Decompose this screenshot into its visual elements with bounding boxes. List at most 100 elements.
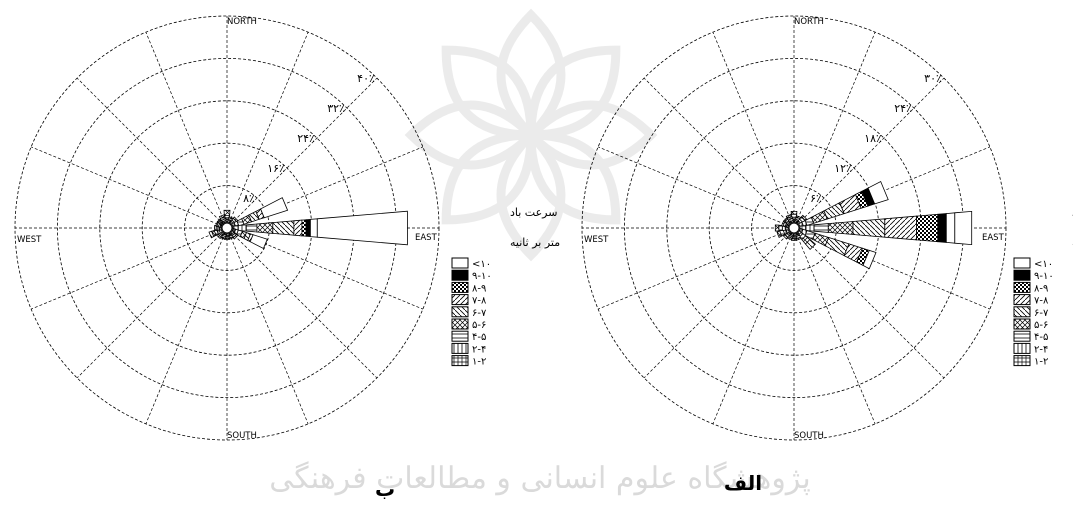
legend-label: ۱-۲ <box>1034 357 1048 368</box>
calm-circle <box>788 222 800 234</box>
legend-swatch <box>451 257 469 269</box>
legend-label: ۲-۴ <box>472 344 486 355</box>
legend-label: ۹-۱۰ <box>1034 271 1054 282</box>
petal-segment <box>256 222 274 234</box>
legend-label: ۷-۸ <box>472 296 487 307</box>
petal-segment <box>790 210 798 215</box>
spoke <box>643 77 795 229</box>
petal-segment <box>827 221 854 235</box>
petal-segment <box>208 230 215 239</box>
ring-label: ۸٪ <box>243 192 255 205</box>
legend-swatch <box>451 294 469 306</box>
spoke <box>226 32 309 229</box>
ring-label: ۳۲٪ <box>327 102 345 115</box>
legend-swatch <box>1013 330 1031 342</box>
legend-label: ۷-۸ <box>1034 296 1049 307</box>
legend-label: ۵-۶ <box>1034 320 1048 331</box>
legend-swatch <box>1013 281 1031 293</box>
legend-swatch <box>451 342 469 354</box>
petal-segment <box>245 223 258 233</box>
petal-segment <box>301 219 307 237</box>
petal-segment <box>249 234 268 250</box>
spoke <box>793 227 876 424</box>
spoke <box>793 77 945 229</box>
legend-subtitle: متر بر ثانیه <box>510 236 560 249</box>
spoke <box>76 77 228 229</box>
legend-label: ۵-۶ <box>472 320 486 331</box>
petal-segment <box>214 224 217 232</box>
legend-swatch <box>451 281 469 293</box>
legend-label: ۹-۱۰ <box>472 271 492 282</box>
legend-swatch <box>1013 294 1031 306</box>
legend-swatch <box>1013 269 1031 281</box>
spoke <box>598 227 795 310</box>
spoke <box>145 227 228 424</box>
ring-label: ۳۰٪ <box>924 72 942 85</box>
ring-label: ۲۴٪ <box>894 102 912 115</box>
petal-segment <box>916 213 939 243</box>
ring-label: ۱۲٪ <box>834 162 852 175</box>
compass-north: NORTH <box>794 17 824 27</box>
petal-segment <box>867 180 889 205</box>
spoke <box>31 227 228 310</box>
legend-label: ۴-۵ <box>472 332 486 343</box>
legend-label: <۱۰ <box>472 259 491 270</box>
legend-swatch <box>451 355 469 367</box>
ring-label: ۱۸٪ <box>864 132 882 145</box>
watermark-emblem <box>404 8 658 262</box>
compass-east: EAST <box>415 233 438 243</box>
spoke <box>793 32 876 229</box>
spoke <box>226 77 378 229</box>
petal-segment <box>813 223 829 233</box>
legend-swatch <box>451 269 469 281</box>
watermark-text: پژوهشگاه علوم انسانی و مطالعات فرهنگی <box>269 461 811 496</box>
spoke <box>226 227 309 424</box>
caption-left: ب <box>375 477 395 501</box>
spoke <box>712 32 795 229</box>
spoke <box>793 227 945 379</box>
compass-south: SOUTH <box>794 431 824 441</box>
wind-rose-left: ۸٪ ۱۶٪ ۲۴٪ ۳۲٪ ۴۰٪ NORTH SOUTH EAST WEST <box>14 15 440 441</box>
petal-segment <box>774 224 780 232</box>
petal-segment <box>776 230 783 238</box>
legend-swatch <box>1013 257 1031 269</box>
petal-segment <box>937 213 947 243</box>
petal-segment <box>260 197 289 219</box>
spoke <box>643 227 795 379</box>
caption-right: الف <box>724 471 762 495</box>
ring-label: ۴۰٪ <box>357 72 375 85</box>
legend-swatch <box>1013 355 1031 367</box>
petal-segment <box>272 220 295 236</box>
compass-west: WEST <box>17 235 42 245</box>
spoke <box>145 32 228 229</box>
petal-segment <box>804 238 816 250</box>
legend-swatch <box>1013 306 1031 318</box>
spoke <box>226 227 378 379</box>
petal-segment <box>218 214 226 220</box>
petal-segment <box>293 219 303 237</box>
petal-segment <box>223 209 231 217</box>
petal-segment <box>954 210 973 246</box>
petal-segment <box>305 218 311 238</box>
compass-north: NORTH <box>227 17 257 27</box>
ring-label: ۶٪ <box>810 192 822 205</box>
spoke <box>712 227 795 424</box>
petal-segment <box>945 212 956 244</box>
calm-circle <box>221 222 233 234</box>
legend-label: ۴-۵ <box>1034 332 1048 343</box>
compass-east: EAST <box>982 233 1005 243</box>
petal-segment <box>316 210 408 246</box>
legend-label: ۶-۷ <box>1034 308 1049 319</box>
petal-segment <box>862 249 877 270</box>
legend-label: ۶-۷ <box>472 308 487 319</box>
legend-swatch <box>451 306 469 318</box>
spoke <box>76 227 228 379</box>
legend-label: ۸-۹ <box>1034 283 1048 294</box>
legend-title: سرعت باد <box>510 206 557 219</box>
ring-label: ۱۶٪ <box>267 162 285 175</box>
legend-swatch <box>1013 342 1031 354</box>
legend-swatch <box>1013 318 1031 330</box>
compass-south: SOUTH <box>227 431 257 441</box>
